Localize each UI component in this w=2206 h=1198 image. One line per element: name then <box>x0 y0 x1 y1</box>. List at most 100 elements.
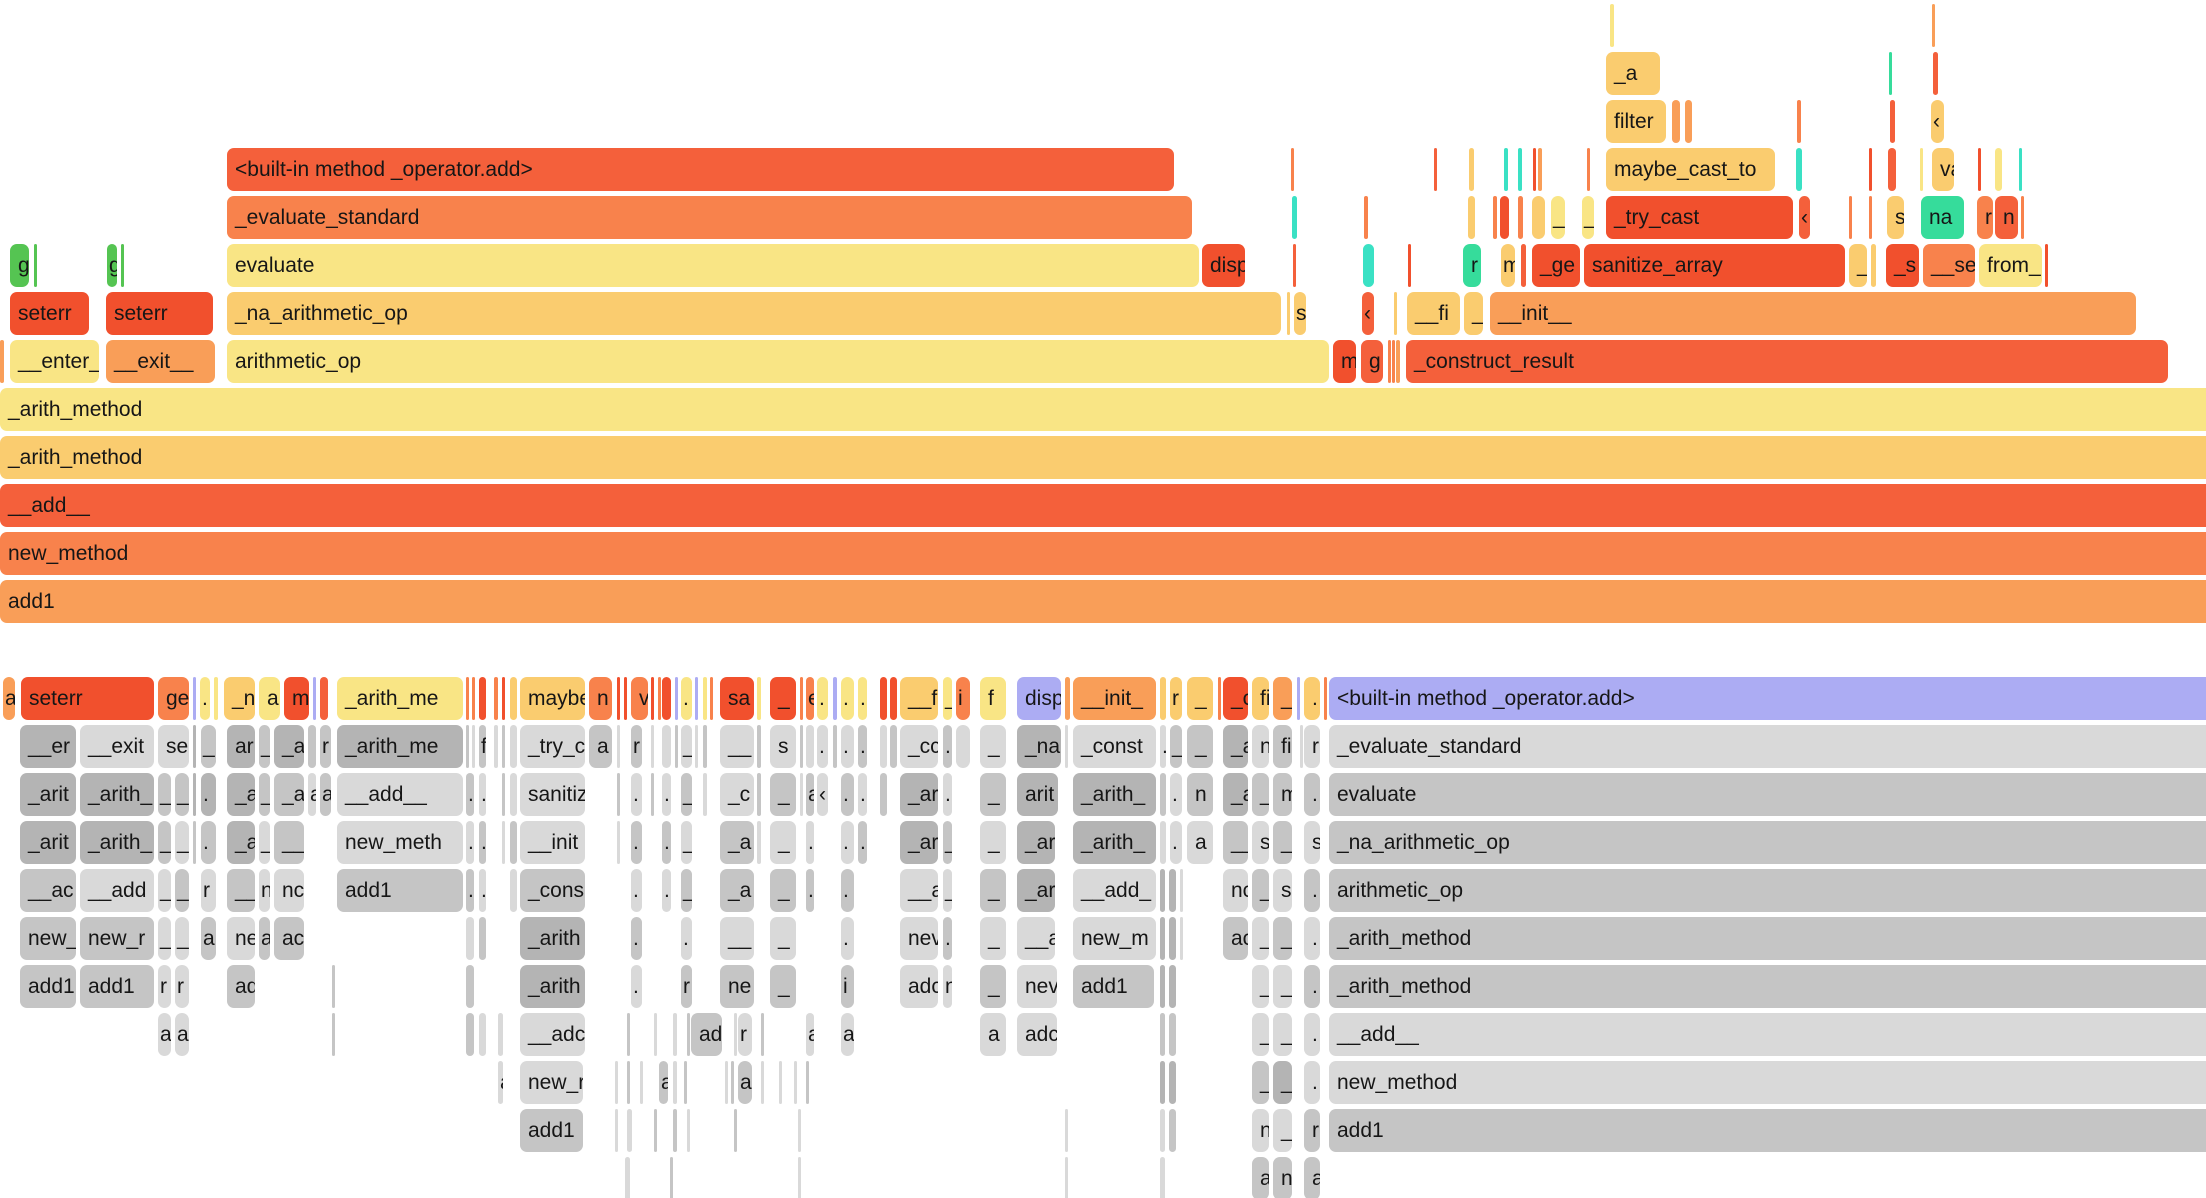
flame-box[interactable]: seterr <box>21 677 154 720</box>
flame-box[interactable] <box>1587 148 1590 191</box>
flame-box[interactable]: __init <box>520 821 585 864</box>
flame-box[interactable]: new_r <box>80 917 154 960</box>
flame-box[interactable]: i <box>841 965 854 1008</box>
flame-box[interactable]: g <box>1361 340 1383 383</box>
flame-box[interactable]: . <box>662 821 671 864</box>
flame-box[interactable] <box>880 773 887 816</box>
flame-box[interactable] <box>695 725 698 768</box>
flame-box[interactable] <box>761 1061 764 1104</box>
flame-box[interactable] <box>687 1109 690 1152</box>
flame-box[interactable] <box>1871 244 1876 287</box>
flame-box[interactable] <box>193 821 196 864</box>
flame-box[interactable]: . <box>1304 1013 1320 1056</box>
flame-box[interactable]: a <box>841 1013 854 1056</box>
flame-box[interactable] <box>1363 244 1374 287</box>
flame-box[interactable] <box>1978 148 1981 191</box>
flame-box[interactable]: _try_c <box>520 725 585 768</box>
flame-box[interactable]: __ <box>720 725 754 768</box>
flame-box[interactable]: _ <box>1464 292 1483 335</box>
flame-box[interactable]: __add__ <box>337 773 463 816</box>
flame-box[interactable]: _try_cast <box>1606 196 1793 239</box>
flame-box[interactable]: a <box>259 917 270 960</box>
flame-box[interactable]: _ <box>1252 869 1269 912</box>
flame-box[interactable]: new_m <box>1073 917 1156 960</box>
flame-box[interactable]: a <box>175 1013 189 1056</box>
flame-box[interactable]: . <box>1304 1061 1320 1104</box>
flame-box[interactable]: ge <box>158 677 189 720</box>
flame-box[interactable]: r <box>1977 196 1993 239</box>
flame-box[interactable] <box>1291 148 1294 191</box>
flame-box[interactable] <box>627 1061 630 1104</box>
flame-box[interactable] <box>1364 196 1368 239</box>
flame-box[interactable]: a <box>320 773 331 816</box>
flame-box[interactable]: _ <box>175 773 189 816</box>
flame-box[interactable]: _ <box>980 821 1006 864</box>
flame-box[interactable]: _arith <box>520 917 585 960</box>
flame-box[interactable]: . <box>1304 917 1320 960</box>
flame-box[interactable]: _a <box>1223 725 1248 768</box>
flame-box[interactable] <box>466 725 469 768</box>
flame-box[interactable]: _ <box>1273 917 1292 960</box>
flame-box[interactable] <box>675 677 678 720</box>
flame-box[interactable] <box>662 725 671 768</box>
flame-box[interactable]: arit <box>1017 773 1058 816</box>
flame-box[interactable] <box>479 917 486 960</box>
flame-box[interactable] <box>1504 148 1508 191</box>
flame-box[interactable]: m <box>284 677 309 720</box>
flame-box[interactable] <box>710 677 713 720</box>
flame-box[interactable]: sanitiz <box>520 773 585 816</box>
flame-box[interactable]: a <box>1187 821 1213 864</box>
flame-box[interactable]: _ <box>1273 1109 1292 1152</box>
flame-box[interactable]: _ <box>943 677 952 720</box>
flame-box[interactable]: _ <box>770 917 796 960</box>
flame-box[interactable]: _a <box>1606 52 1660 95</box>
flame-box[interactable]: . <box>200 677 210 720</box>
flame-box[interactable] <box>687 1013 690 1056</box>
flame-box[interactable] <box>761 1013 764 1056</box>
flame-box[interactable] <box>502 821 505 864</box>
flame-box[interactable]: add1 <box>1073 965 1154 1008</box>
flame-box[interactable] <box>2045 244 2048 287</box>
flame-box[interactable]: __ <box>1223 821 1248 864</box>
flame-box[interactable]: <built-in method _operator.add> <box>227 148 1174 191</box>
flame-box[interactable]: _ <box>1170 725 1182 768</box>
flame-box[interactable]: . <box>841 773 854 816</box>
flame-box[interactable] <box>833 725 837 768</box>
flame-box[interactable] <box>193 677 196 720</box>
flame-box[interactable]: . <box>858 773 867 816</box>
flame-box[interactable]: r <box>1304 1109 1320 1152</box>
flame-box[interactable] <box>806 1061 809 1104</box>
flame-box[interactable]: _ <box>158 821 171 864</box>
flame-box[interactable] <box>658 677 661 720</box>
flame-box[interactable]: r <box>1170 677 1182 720</box>
flame-box[interactable]: . <box>841 917 854 960</box>
flame-box[interactable]: s <box>1273 869 1292 912</box>
flame-box[interactable] <box>1532 196 1545 239</box>
flame-box[interactable]: __a <box>1017 917 1055 960</box>
flame-box[interactable]: _c <box>720 773 754 816</box>
flame-box[interactable]: __a <box>900 869 938 912</box>
flame-box[interactable]: . <box>479 821 486 864</box>
flame-box[interactable] <box>1493 196 1497 239</box>
flame-box[interactable] <box>654 1109 657 1152</box>
flame-box[interactable] <box>502 725 505 768</box>
flame-box[interactable] <box>466 917 474 960</box>
flame-box[interactable]: . <box>806 821 814 864</box>
flame-box[interactable] <box>625 1157 630 1198</box>
flame-box[interactable]: a <box>980 1013 1006 1056</box>
flame-box[interactable]: __se <box>1923 244 1975 287</box>
flame-box[interactable]: _ <box>980 917 1006 960</box>
flame-box[interactable]: _ <box>175 869 189 912</box>
flame-box[interactable]: . <box>1160 725 1166 768</box>
flame-box[interactable]: n <box>1995 196 2018 239</box>
flame-box[interactable]: add1 <box>80 965 154 1008</box>
flame-box[interactable]: . <box>1180 917 1183 960</box>
flame-box[interactable]: ‹ <box>1362 292 1374 335</box>
flame-box[interactable]: filter <box>1606 100 1666 143</box>
flame-box[interactable] <box>1797 100 1801 143</box>
flame-box[interactable]: . <box>201 821 216 864</box>
flame-box[interactable]: _ <box>158 917 171 960</box>
flame-box[interactable]: . <box>1304 869 1320 912</box>
flame-box[interactable] <box>1388 340 1391 383</box>
flame-box[interactable]: _ <box>943 821 952 864</box>
